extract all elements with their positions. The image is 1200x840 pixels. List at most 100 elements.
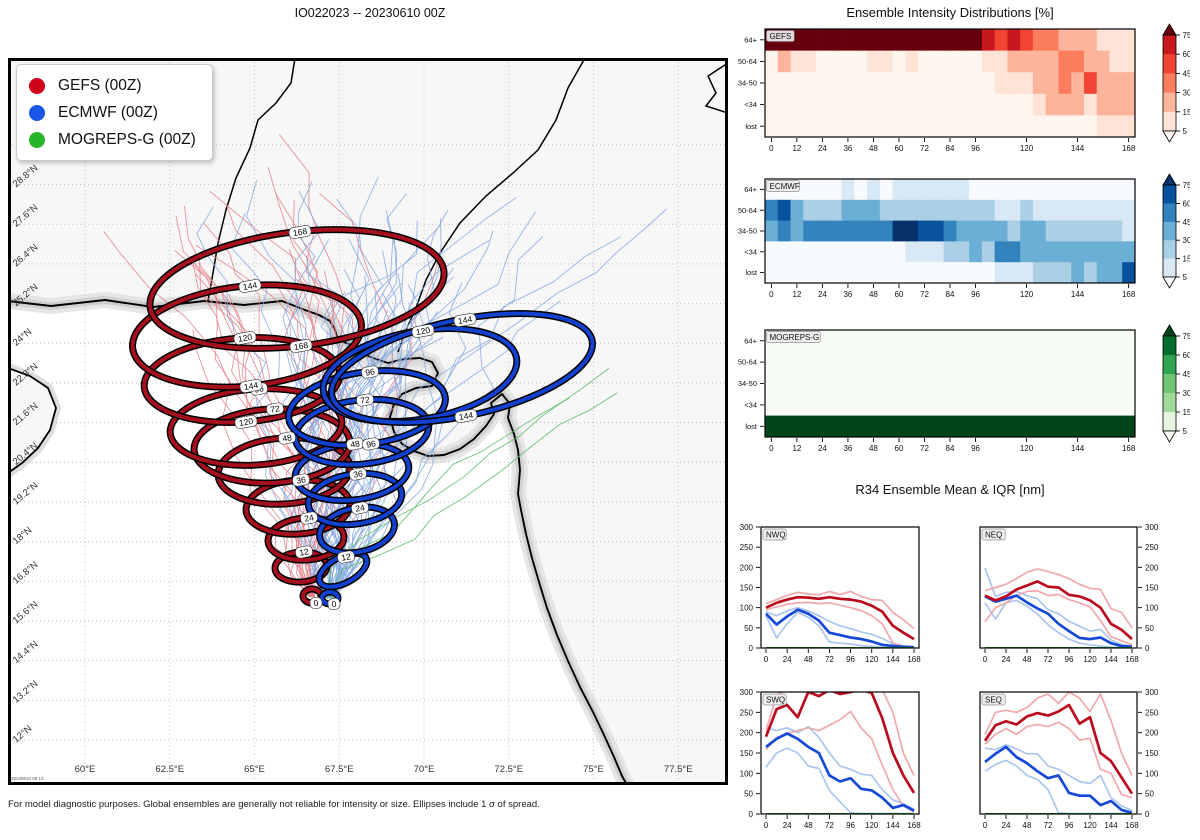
border-northeast — [704, 62, 728, 114]
heatmap-cell — [1020, 29, 1034, 51]
gefs-ellipse-hour-label: 12 — [295, 545, 313, 559]
heatmap-cell — [1020, 199, 1034, 221]
heatmap-cell — [1109, 241, 1123, 263]
heatmap-cell — [956, 372, 970, 395]
heatmap-cell — [905, 29, 919, 51]
lat-tick-label: 24°N — [11, 326, 34, 348]
heatmap-cell — [1020, 262, 1034, 284]
y-tick-label: 100 — [740, 604, 754, 613]
heatmap-cell — [1071, 415, 1085, 438]
heatmap-cell — [1122, 351, 1136, 374]
x-tick-label: 24 — [783, 655, 792, 664]
heatmap-cell — [1071, 29, 1085, 51]
heatmap-cell — [1109, 50, 1123, 73]
heatmap-cell — [918, 115, 932, 138]
panel-tag-label: SWQ — [766, 696, 785, 705]
ecmwf-member-track — [328, 208, 667, 599]
heatmap-cell — [892, 93, 906, 116]
panel-tag-box — [762, 693, 787, 706]
heatmap-cell — [1032, 72, 1047, 95]
svg-text:36: 36 — [352, 468, 363, 480]
x-tick-label: 96 — [846, 821, 855, 830]
oman-coastline — [8, 367, 57, 475]
heatmap-cell — [918, 199, 932, 221]
heatmap-cell — [1083, 29, 1098, 51]
colorbar-block — [1163, 185, 1176, 204]
row-label: 50-64 — [738, 57, 757, 66]
lon-tick-label: 67.5°E — [325, 764, 354, 775]
heatmap-cell — [1007, 50, 1021, 73]
heatmap-cell — [1032, 394, 1047, 416]
x-tick-label: 0 — [769, 144, 774, 153]
heatmap-cell — [879, 115, 893, 138]
heatmap-cell — [1058, 50, 1072, 73]
heatmap-cell — [981, 50, 996, 73]
heatmap-cell — [1122, 220, 1136, 242]
heatmap-cell — [956, 220, 970, 242]
heatmap-cell — [879, 372, 893, 395]
colorbar-tick-label: 5 — [1183, 427, 1188, 436]
heatmap-cell — [892, 394, 906, 416]
heatmap-cell — [892, 29, 906, 51]
heatmap-cell — [943, 199, 957, 221]
heatmap-cell — [943, 29, 957, 51]
heatmap-cell — [918, 93, 932, 116]
heatmap-cell — [765, 199, 779, 221]
y-tick-label: 150 — [1145, 584, 1159, 593]
heatmap-cell — [828, 262, 842, 284]
svg-text:168: 168 — [292, 226, 308, 238]
heatmap-cell — [981, 93, 996, 116]
row-label: 34-50 — [738, 227, 757, 236]
ecmwf-member-track — [331, 282, 467, 599]
heatmap-cell — [1058, 199, 1072, 221]
x-tick-label: 48 — [869, 144, 878, 153]
heatmap-cell — [892, 220, 906, 242]
heatmap-cell — [1045, 415, 1059, 438]
heatmap-cell — [1007, 394, 1021, 416]
x-tick-label: 24 — [1002, 655, 1011, 664]
heatmap-cell — [790, 394, 804, 416]
heatmap-cell — [1058, 241, 1072, 263]
svg-text:120: 120 — [415, 325, 431, 337]
heatmap-cell — [765, 115, 779, 138]
x-tick-label: 72 — [920, 144, 929, 153]
heatmap-cell — [1007, 372, 1021, 395]
heatmap-cell — [1007, 330, 1021, 352]
plot-border — [760, 526, 920, 649]
row-label: <34 — [744, 100, 757, 109]
heatmap-cell — [994, 330, 1008, 352]
colorbar-block — [1163, 355, 1176, 375]
x-tick-label: 24 — [783, 821, 792, 830]
heatmap-cell — [854, 262, 868, 284]
x-tick-label: 120 — [865, 821, 879, 830]
x-tick-label: 36 — [843, 144, 852, 153]
panel-tag-box — [762, 528, 787, 541]
colorbar-block — [1163, 258, 1176, 278]
heatmap-cell — [1071, 50, 1085, 73]
series-lines — [764, 692, 916, 814]
heatmap-cell — [1109, 220, 1123, 242]
gefs-ellipse-hour-label: 48 — [278, 431, 296, 445]
heatmap-cell — [981, 179, 996, 201]
plot-border — [979, 526, 1138, 649]
heatmap-cell — [956, 330, 970, 352]
row-label: 34-50 — [738, 79, 757, 88]
heatmap-cell — [816, 199, 830, 221]
ecmwf-ellipse-hour-label: 12 — [337, 550, 355, 564]
heatmap-cell — [892, 241, 906, 263]
colorbar-tick-label: 45 — [1183, 218, 1191, 227]
heatmap-cell — [1071, 220, 1085, 242]
row-label: 64+ — [744, 185, 757, 194]
y-tick-label: 250 — [1145, 543, 1159, 552]
lon-tick-label: 65°E — [244, 764, 265, 775]
panel-tag-label: NEQ — [985, 531, 1002, 540]
heatmap-cell — [816, 220, 830, 242]
heatmap-cell — [841, 241, 855, 263]
heatmap-cell — [994, 50, 1008, 73]
heatmap-cell — [803, 199, 817, 221]
model-tag-box — [766, 30, 795, 42]
heatmap-cell — [1083, 241, 1098, 263]
ecmwf-q3-line — [765, 606, 915, 648]
heatmap-cell — [1045, 199, 1059, 221]
y-tick-label: 250 — [740, 543, 754, 552]
